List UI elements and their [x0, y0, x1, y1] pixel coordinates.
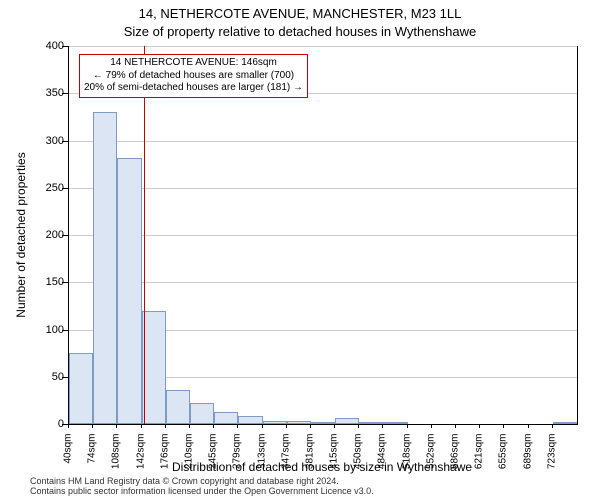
chart-title-main: 14, NETHERCOTE AVENUE, MANCHESTER, M23 1… — [0, 6, 600, 21]
x-tick-mark — [528, 424, 529, 428]
x-tick-mark — [165, 424, 166, 428]
histogram-bar — [359, 422, 383, 424]
y-tick-mark — [62, 377, 68, 378]
x-tick-mark — [213, 424, 214, 428]
x-tick-mark — [237, 424, 238, 428]
y-tick-label: 250 — [24, 182, 64, 194]
histogram-bar — [311, 422, 335, 424]
y-tick-label: 150 — [24, 276, 64, 288]
histogram-bar — [263, 421, 287, 424]
gridline — [69, 46, 577, 47]
x-axis-label: Distribution of detached houses by size … — [68, 460, 576, 474]
x-tick-mark — [262, 424, 263, 428]
y-tick-mark — [62, 282, 68, 283]
y-tick-mark — [62, 93, 68, 94]
gridline — [69, 235, 577, 236]
footnote-line2: Contains public sector information licen… — [30, 486, 374, 496]
reference-line — [144, 46, 145, 424]
x-tick-mark — [382, 424, 383, 428]
y-tick-mark — [62, 330, 68, 331]
histogram-bar — [383, 422, 407, 424]
x-tick-mark — [358, 424, 359, 428]
x-tick-mark — [310, 424, 311, 428]
x-tick-mark — [431, 424, 432, 428]
footnote-line1: Contains HM Land Registry data © Crown c… — [30, 476, 374, 486]
annotation-line: 14 NETHERCOTE AVENUE: 146sqm — [84, 57, 303, 70]
histogram-bar — [142, 311, 166, 424]
x-tick-mark — [68, 424, 69, 428]
annotation-box: 14 NETHERCOTE AVENUE: 146sqm← 79% of det… — [79, 54, 308, 98]
histogram-bar — [553, 422, 577, 424]
y-tick-mark — [62, 235, 68, 236]
histogram-bar — [117, 158, 141, 424]
y-tick-mark — [62, 141, 68, 142]
annotation-line: 20% of semi-detached houses are larger (… — [84, 82, 303, 95]
x-tick-mark — [552, 424, 553, 428]
y-tick-label: 350 — [24, 87, 64, 99]
x-tick-mark — [286, 424, 287, 428]
annotation-line: ← 79% of detached houses are smaller (70… — [84, 70, 303, 83]
x-tick-mark — [116, 424, 117, 428]
x-tick-mark — [455, 424, 456, 428]
chart-title-sub: Size of property relative to detached ho… — [0, 24, 600, 39]
histogram-bar — [166, 390, 190, 424]
histogram-bar — [69, 353, 93, 424]
histogram-bar — [190, 403, 214, 424]
x-tick-mark — [407, 424, 408, 428]
y-tick-label: 200 — [24, 229, 64, 241]
x-tick-mark — [334, 424, 335, 428]
gridline — [69, 282, 577, 283]
histogram-bar — [335, 418, 359, 424]
y-tick-label: 400 — [24, 40, 64, 52]
y-tick-label: 300 — [24, 135, 64, 147]
x-tick-mark — [141, 424, 142, 428]
y-tick-label: 0 — [24, 418, 64, 430]
x-tick-mark — [189, 424, 190, 428]
histogram-bar — [214, 412, 238, 424]
x-tick-mark — [479, 424, 480, 428]
y-tick-label: 50 — [24, 371, 64, 383]
plot-area: 14 NETHERCOTE AVENUE: 146sqm← 79% of det… — [68, 46, 578, 425]
footnote: Contains HM Land Registry data © Crown c… — [30, 476, 374, 497]
y-tick-label: 100 — [24, 324, 64, 336]
y-tick-mark — [62, 188, 68, 189]
histogram-bar — [93, 112, 117, 424]
x-tick-mark — [92, 424, 93, 428]
x-tick-mark — [503, 424, 504, 428]
gridline — [69, 188, 577, 189]
y-tick-mark — [62, 46, 68, 47]
histogram-bar — [287, 421, 311, 424]
gridline — [69, 141, 577, 142]
histogram-bar — [238, 416, 262, 425]
